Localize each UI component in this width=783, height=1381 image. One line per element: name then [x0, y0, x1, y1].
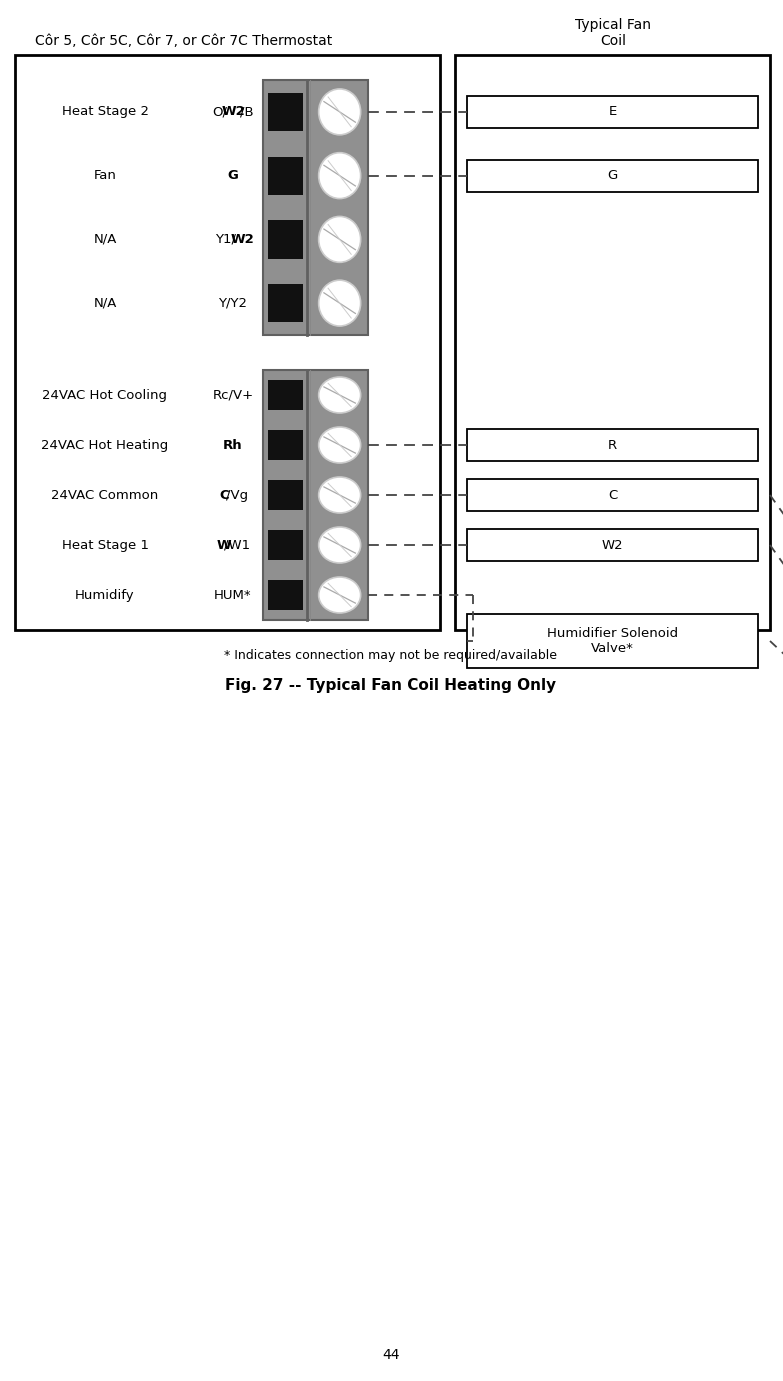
- Text: C: C: [608, 489, 617, 501]
- Text: O/: O/: [212, 105, 227, 119]
- Bar: [269, 284, 303, 322]
- Text: N/A: N/A: [93, 233, 117, 246]
- Text: E: E: [608, 105, 617, 119]
- Text: Y1/: Y1/: [215, 233, 236, 246]
- Bar: [467, 529, 758, 561]
- Text: Rc/V+: Rc/V+: [212, 388, 254, 402]
- Text: 24VAC Common: 24VAC Common: [52, 489, 159, 501]
- Ellipse shape: [319, 427, 361, 463]
- Bar: [467, 95, 758, 128]
- Ellipse shape: [319, 217, 361, 262]
- Ellipse shape: [319, 528, 361, 563]
- Bar: [269, 93, 303, 131]
- Bar: [455, 55, 770, 630]
- Text: Coil: Coil: [600, 35, 626, 48]
- Ellipse shape: [319, 280, 361, 326]
- Text: G: G: [228, 168, 239, 182]
- Text: C: C: [219, 489, 229, 501]
- Bar: [467, 479, 758, 511]
- Text: G: G: [608, 168, 618, 182]
- Bar: [263, 80, 368, 336]
- Text: 24VAC Hot Heating: 24VAC Hot Heating: [41, 439, 168, 452]
- Ellipse shape: [319, 153, 361, 199]
- Text: W2: W2: [601, 539, 623, 551]
- Text: HUM*: HUM*: [215, 588, 252, 602]
- Text: N/A: N/A: [93, 297, 117, 309]
- Ellipse shape: [319, 377, 361, 413]
- Ellipse shape: [319, 476, 361, 512]
- Text: 24VAC Hot Cooling: 24VAC Hot Cooling: [42, 388, 168, 402]
- Text: R: R: [608, 439, 617, 452]
- Text: W2: W2: [221, 105, 245, 119]
- Text: Heat Stage 2: Heat Stage 2: [62, 105, 149, 119]
- Text: W2: W2: [230, 233, 254, 246]
- Text: Heat Stage 1: Heat Stage 1: [62, 539, 149, 551]
- Text: /Vg: /Vg: [226, 489, 247, 501]
- Bar: [467, 615, 758, 668]
- Text: Fig. 27 -- Typical Fan Coil Heating Only: Fig. 27 -- Typical Fan Coil Heating Only: [226, 678, 557, 692]
- Text: Rh: Rh: [223, 439, 243, 452]
- Text: * Indicates connection may not be required/available: * Indicates connection may not be requir…: [225, 649, 557, 661]
- Text: Fan: Fan: [93, 168, 117, 182]
- Bar: [269, 156, 303, 195]
- Text: W: W: [217, 539, 231, 551]
- Text: Humidify: Humidify: [75, 588, 135, 602]
- Bar: [467, 429, 758, 461]
- Bar: [269, 530, 303, 561]
- Bar: [269, 580, 303, 610]
- Bar: [15, 55, 440, 630]
- Bar: [269, 481, 303, 510]
- Text: Côr 5, Côr 5C, Côr 7, or Côr 7C Thermostat: Côr 5, Côr 5C, Côr 7, or Côr 7C Thermost…: [35, 35, 332, 48]
- Bar: [269, 380, 303, 410]
- Ellipse shape: [319, 577, 361, 613]
- Ellipse shape: [319, 88, 361, 135]
- Bar: [269, 429, 303, 460]
- Text: Y/Y2: Y/Y2: [218, 297, 247, 309]
- Text: Typical Fan: Typical Fan: [575, 18, 651, 32]
- Text: 44: 44: [382, 1348, 400, 1362]
- Bar: [263, 370, 368, 620]
- Bar: [269, 220, 303, 258]
- Bar: [467, 160, 758, 192]
- Text: /B: /B: [240, 105, 254, 119]
- Text: /W1: /W1: [224, 539, 250, 551]
- Text: Humidifier Solenoid
Valve*: Humidifier Solenoid Valve*: [547, 627, 678, 655]
